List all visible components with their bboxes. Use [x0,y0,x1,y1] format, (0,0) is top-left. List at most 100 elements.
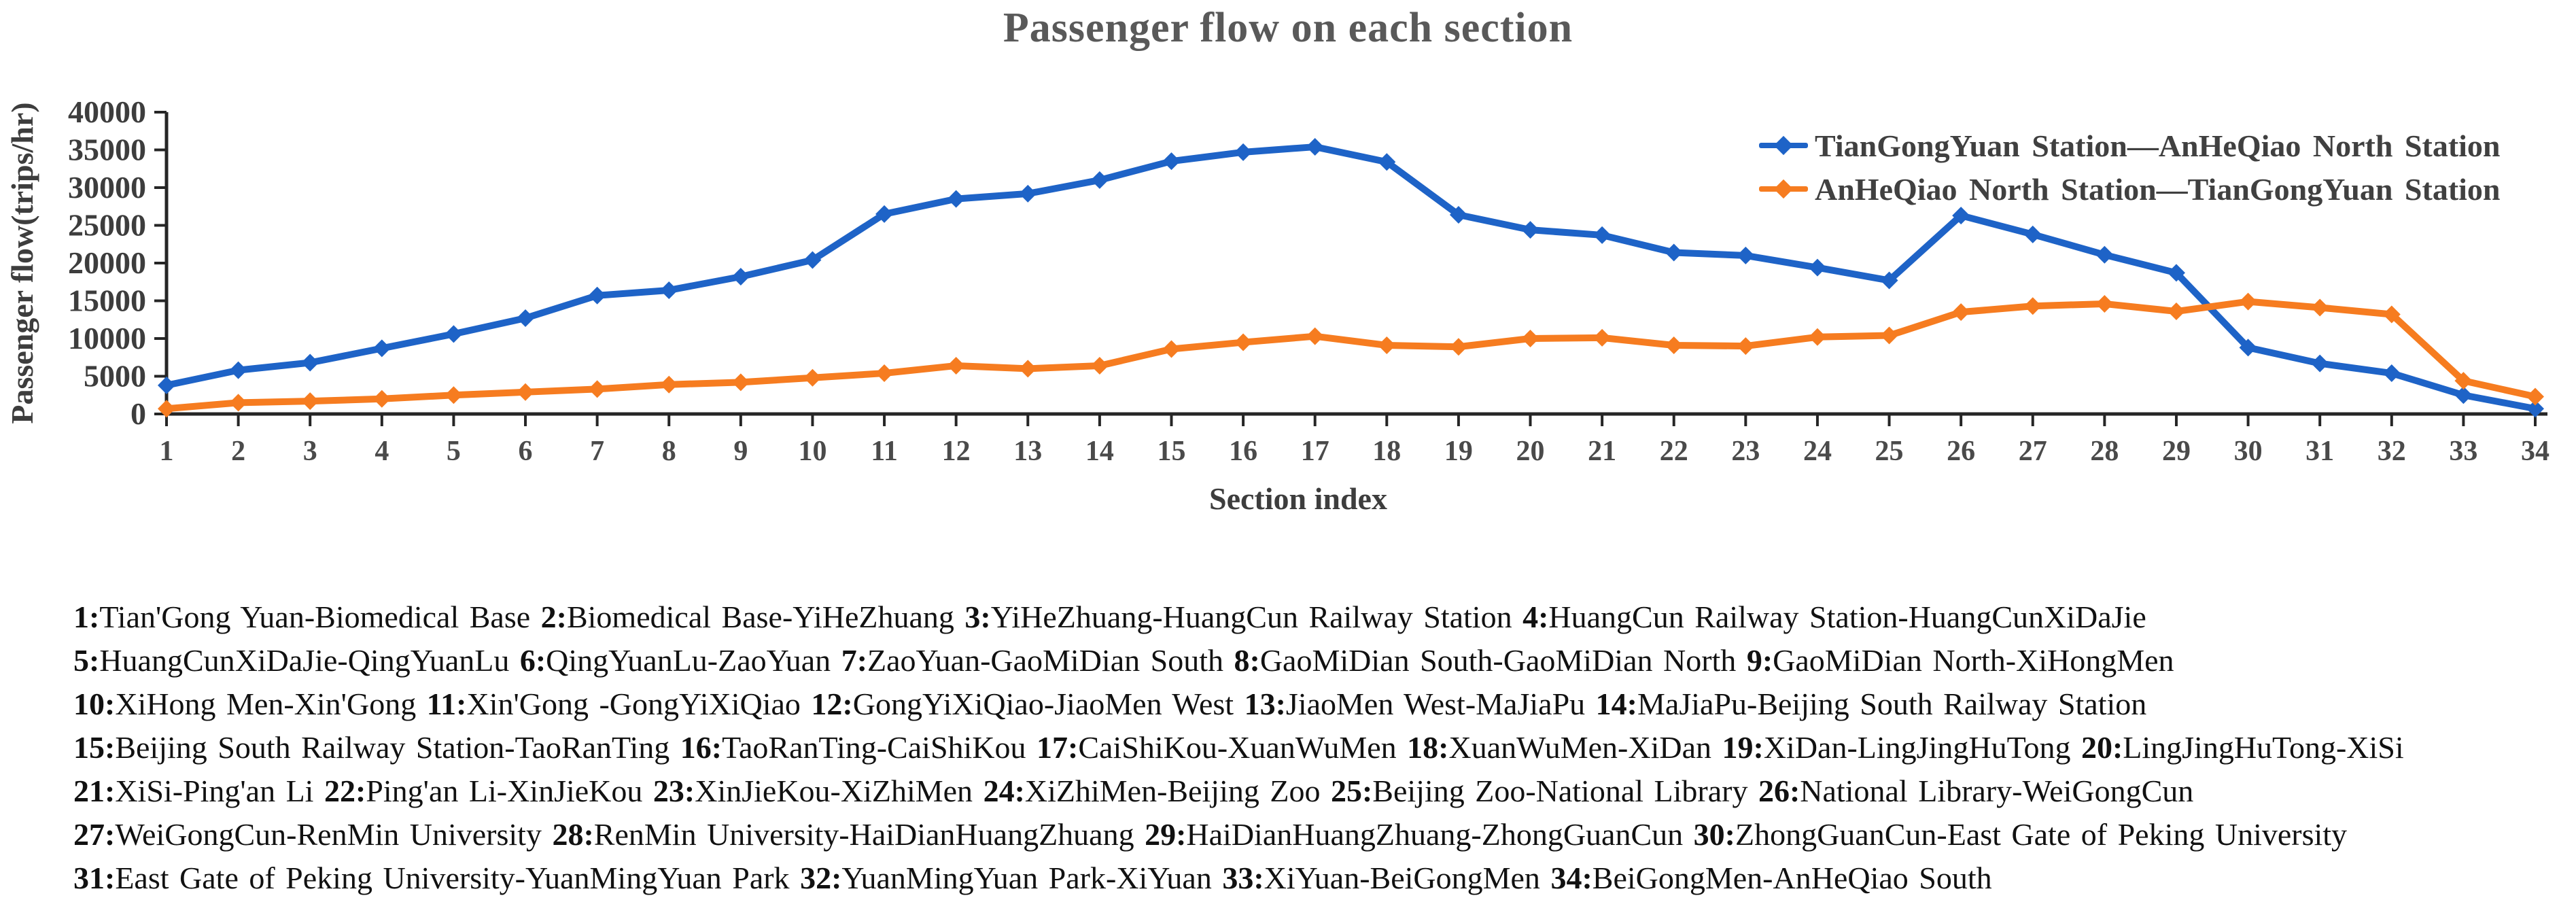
section-name: National Library-WeiGongCun [1800,774,2194,808]
section-name: HuangCunXiDaJie-QingYuanLu [99,643,520,678]
section-name: Tian'Gong Yuan-Biomedical Base [99,600,541,634]
x-tick-label: 10 [798,436,826,467]
section-name: Ping'an Li-XinJieKou [366,774,653,808]
section-key-line-7: 31:East Gate of Peking University-YuanMi… [73,856,2520,900]
x-tick-label: 30 [2234,436,2263,467]
section-key-line-2: 5:HuangCunXiDaJie-QingYuanLu 6:QingYuanL… [73,639,2520,682]
x-tick-label: 23 [1731,436,1760,467]
x-tick-label: 8 [662,436,676,467]
section-name: JiaoMen West-MaJiaPu [1285,687,1596,721]
section-number: 27: [73,817,116,852]
section-name: XiYuan-BeiGongMen [1264,861,1551,895]
section-number: 15: [73,730,116,765]
section-name: LingJingHuTong-XiSi [2123,730,2404,765]
y-axis-title: Passenger flow(trips/hr) [5,102,39,423]
section-number: 2: [540,600,567,634]
x-tick-label: 29 [2162,436,2191,467]
x-tick-label: 5 [447,436,461,467]
section-key-line-3: 10:XiHong Men-Xin'Gong 11:Xin'Gong -Gong… [73,682,2520,726]
section-number: 13: [1244,687,1286,721]
y-tick-label: 0 [130,396,146,431]
section-number: 11: [426,687,467,721]
section-name: ZaoYuan-GaoMiDian South [867,643,1234,678]
section-name: RenMin University-HaiDianHuangZhuang [593,817,1145,852]
section-number: 34: [1550,861,1592,895]
y-tick-label: 15000 [68,283,146,318]
section-number: 30: [1693,817,1735,852]
section-number: 18: [1407,730,1449,765]
section-number: 6: [519,643,546,678]
x-tick-label: 2 [231,436,245,467]
section-name: QingYuanLu-ZaoYuan [546,643,841,678]
section-number: 1: [73,600,100,634]
chart-title: Passenger flow on each section [1003,5,1573,51]
x-tick-label: 7 [590,436,604,467]
section-name: HuangCun Railway Station-HuangCunXiDaJie [1548,600,2146,634]
legend-label-series-0: TianGongYuan Station—AnHeQiao North Stat… [1815,128,2501,163]
section-name: BeiGongMen-AnHeQiao South [1592,861,1992,895]
section-number: 25: [1330,774,1373,808]
section-name: XiDan-LingJingHuTong [1763,730,2081,765]
x-tick-label: 13 [1013,436,1042,467]
section-name: WeiGongCun-RenMin University [115,817,553,852]
y-tick-label: 40000 [68,94,146,129]
section-key-line-5: 21:XiSi-Ping'an Li 22:Ping'an Li-XinJieK… [73,769,2520,813]
section-number: 22: [324,774,366,808]
x-tick-label: 18 [1372,436,1401,467]
section-number: 3: [964,600,991,634]
section-name: XiHong Men-Xin'Gong [115,687,427,721]
chart-legend: TianGongYuan Station—AnHeQiao North Stat… [1759,126,2501,208]
section-number: 4: [1522,600,1549,634]
section-number: 14: [1595,687,1637,721]
x-tick-label: 34 [2521,436,2549,467]
section-name: XiZhiMen-Beijing Zoo [1024,774,1331,808]
section-number: 24: [983,774,1025,808]
x-tick-label: 25 [1875,436,1904,467]
section-name: East Gate of Peking University-YuanMingY… [115,861,801,895]
series-line-0 [163,143,2539,413]
section-name: MaJiaPu-Beijing South Railway Station [1637,687,2147,721]
x-tick-label: 6 [519,436,533,467]
section-number: 23: [652,774,695,808]
legend-item-series-1: AnHeQiao North Station—TianGongYuan Stat… [1759,170,2501,208]
section-number: 20: [2081,730,2123,765]
section-number: 21: [73,774,116,808]
section-name: XiSi-Ping'an Li [115,774,324,808]
x-tick-label: 1 [160,436,174,467]
section-key-line-1: 1:Tian'Gong Yuan-Biomedical Base 2:Biome… [73,595,2520,639]
section-name: YuanMingYuan Park-XiYuan [841,861,1223,895]
x-tick-label: 31 [2305,436,2334,467]
x-tick-label: 11 [871,436,898,467]
x-tick-label: 24 [1803,436,1832,467]
section-name: GongYiXiQiao-JiaoMen West [852,687,1245,721]
section-name: HaiDianHuangZhuang-ZhongGuanCun [1186,817,1694,852]
x-tick-label: 3 [303,436,317,467]
x-tick-label: 26 [1947,436,1975,467]
section-number: 16: [680,730,723,765]
x-tick-label: 19 [1444,436,1473,467]
section-name: Beijing South Railway Station-TaoRanTing [115,730,680,765]
x-tick-label: 4 [375,436,389,467]
section-name: XuanWuMen-XiDan [1448,730,1722,765]
section-name: CaiShiKou-XuanWuMen [1078,730,1408,765]
section-number: 17: [1037,730,1079,765]
section-number: 31: [73,861,116,895]
y-tick-label: 35000 [68,133,146,167]
x-tick-label: 20 [1516,436,1545,467]
section-name: Biomedical Base-YiHeZhuang [566,600,965,634]
section-number: 32: [800,861,842,895]
section-index-key: 1:Tian'Gong Yuan-Biomedical Base 2:Biome… [73,595,2520,900]
section-name: Xin'Gong -GongYiXiQiao [466,687,812,721]
x-tick-label: 14 [1085,436,1114,467]
legend-marker-orange-icon [1759,179,1808,199]
section-name: YiHeZhuang-HuangCun Railway Station [990,600,1523,634]
x-tick-label: 27 [2019,436,2047,467]
section-name: GaoMiDian South-GaoMiDian North [1259,643,1747,678]
section-number: 8: [1234,643,1260,678]
x-tick-label: 16 [1229,436,1257,467]
section-number: 33: [1222,861,1264,895]
section-name: XinJieKou-XiZhiMen [695,774,984,808]
section-number: 28: [552,817,594,852]
section-key-line-6: 27:WeiGongCun-RenMin University 28:RenMi… [73,813,2520,856]
